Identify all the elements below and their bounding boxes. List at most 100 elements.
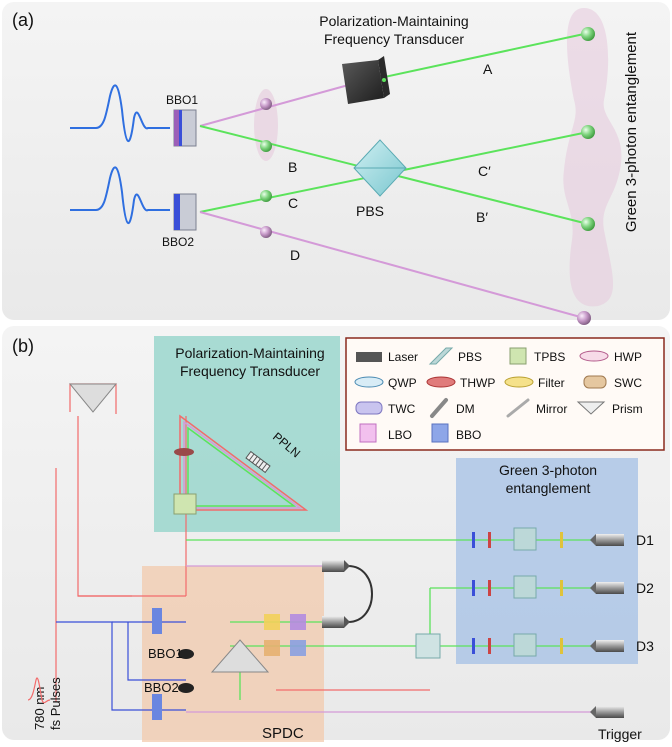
detector-trigger (590, 706, 624, 718)
pump-pulse-2 (70, 166, 170, 225)
transducer-loop-red (179, 414, 309, 511)
legend-twc-swatch (355, 401, 383, 415)
detector-d2 (590, 582, 624, 594)
trigger-label: Trigger (598, 726, 642, 742)
panel-b-bbo1-label: BBO1 (148, 646, 183, 661)
legend-bbo-swatch (431, 423, 449, 443)
legend-twc: TWC (388, 402, 416, 416)
bbo1-label: BBO1 (166, 93, 198, 107)
panel-b-bbo2-label: BBO2 (144, 680, 179, 695)
blue-beam-3 (127, 622, 186, 681)
legend-lbo-swatch (359, 423, 377, 443)
legend-thwp-swatch (426, 376, 456, 388)
photon-c-prime-out (581, 125, 595, 139)
legend-mirror-swatch (506, 398, 530, 418)
photon-pink (260, 98, 272, 110)
pump-pulse-b (27, 677, 51, 704)
prism-top (68, 383, 118, 413)
entanglement-region (563, 8, 622, 307)
detector-d3 (590, 640, 624, 652)
pump-label-2: fs Pulses (48, 677, 63, 730)
photon-b (260, 140, 272, 152)
legend-prism: Prism (612, 402, 643, 416)
legend-qwp: QWP (388, 376, 417, 390)
legend-tpbs: TPBS (534, 350, 565, 364)
fiber-coupler-1 (322, 560, 350, 572)
beam-label-c: C (288, 195, 298, 211)
entanglement-box (456, 458, 638, 664)
transducer-loop-pink (183, 420, 303, 509)
transducer-hwp (174, 448, 194, 456)
legend-filter: Filter (538, 376, 565, 390)
waveplates-row-1 (472, 527, 563, 551)
filter-1 (264, 614, 280, 630)
photon-a-out (581, 27, 595, 41)
legend: Laser PBS TPBS HWP QWP THWP Filter SWC T… (345, 337, 665, 451)
photon-b-prime-out (581, 217, 595, 231)
legend-qwp-swatch (354, 376, 384, 388)
filter-3 (264, 640, 280, 656)
beam-label-b-prime: B′ (476, 209, 488, 225)
filter-4 (290, 640, 306, 656)
pbs-cube (353, 139, 407, 197)
filter-2 (290, 614, 306, 630)
legend-hwp: HWP (614, 350, 642, 364)
d3-label: D3 (636, 638, 654, 654)
legend-dm: DM (456, 402, 475, 416)
beam-bbo1-to-transducer (199, 83, 353, 127)
fiber-loop (347, 565, 373, 623)
bbo2-component (152, 694, 162, 720)
transducer-loop-green (187, 426, 297, 507)
beam-block-1 (178, 649, 194, 659)
legend-thwp: THWP (460, 376, 495, 390)
bbo1-component (152, 608, 162, 634)
panel-a-transducer-title-1: Polarization-Maintaining (319, 13, 468, 29)
green-title-2: entanglement (506, 480, 591, 496)
beam-label-b: B (288, 159, 297, 175)
legend-box (345, 337, 665, 451)
legend-laser-swatch (356, 352, 382, 362)
legend-dm-swatch (430, 398, 448, 418)
beam-label-c-prime: C′ (478, 163, 491, 179)
ppln-crystal (245, 450, 271, 474)
legend-laser: Laser (388, 350, 418, 364)
panel-b: (b) Polarization-Maintaining Frequency T… (2, 326, 670, 742)
panel-b-tag: (b) (12, 336, 34, 356)
pump-label-1: 780 nm (32, 687, 47, 730)
prism-spdc (210, 639, 270, 673)
photon-d-out (577, 311, 591, 325)
d1-label: D1 (636, 532, 654, 548)
pbs-label: PBS (356, 203, 384, 219)
panel-a-tag: (a) (12, 10, 34, 30)
legend-mirror: Mirror (536, 402, 567, 416)
legend-filter-swatch (504, 376, 534, 388)
photon-d (260, 226, 272, 238)
legend-hwp-swatch (579, 350, 609, 362)
legend-swc: SWC (614, 376, 642, 390)
spdc-label: SPDC (262, 725, 304, 742)
waveplates-row-2 (472, 575, 563, 599)
beam-label-a: A (483, 61, 493, 77)
green-title-1: Green 3-photon (499, 462, 597, 478)
transducer-cube (342, 56, 390, 104)
photon-c (260, 190, 272, 202)
beam-a (379, 33, 585, 79)
legend-bbo: BBO (456, 428, 481, 442)
bbo1-crystal (173, 109, 197, 147)
transducer-tpbs (173, 493, 197, 515)
legend-tpbs-swatch (509, 347, 527, 365)
bbo2-crystal (173, 193, 197, 231)
bbo2-label: BBO2 (162, 235, 194, 249)
legend-pbs-swatch (428, 347, 454, 365)
legend-lbo: LBO (388, 428, 412, 442)
pump-pulse-1 (70, 84, 170, 143)
legend-swc-swatch (583, 375, 607, 389)
d2-label: D2 (636, 580, 654, 596)
central-pbs (415, 633, 441, 659)
legend-pbs: PBS (458, 350, 482, 364)
legend-prism-swatch (576, 401, 606, 415)
panel-b-transducer-title-2: Frequency Transducer (180, 363, 320, 379)
blue-beam-1 (56, 621, 186, 711)
